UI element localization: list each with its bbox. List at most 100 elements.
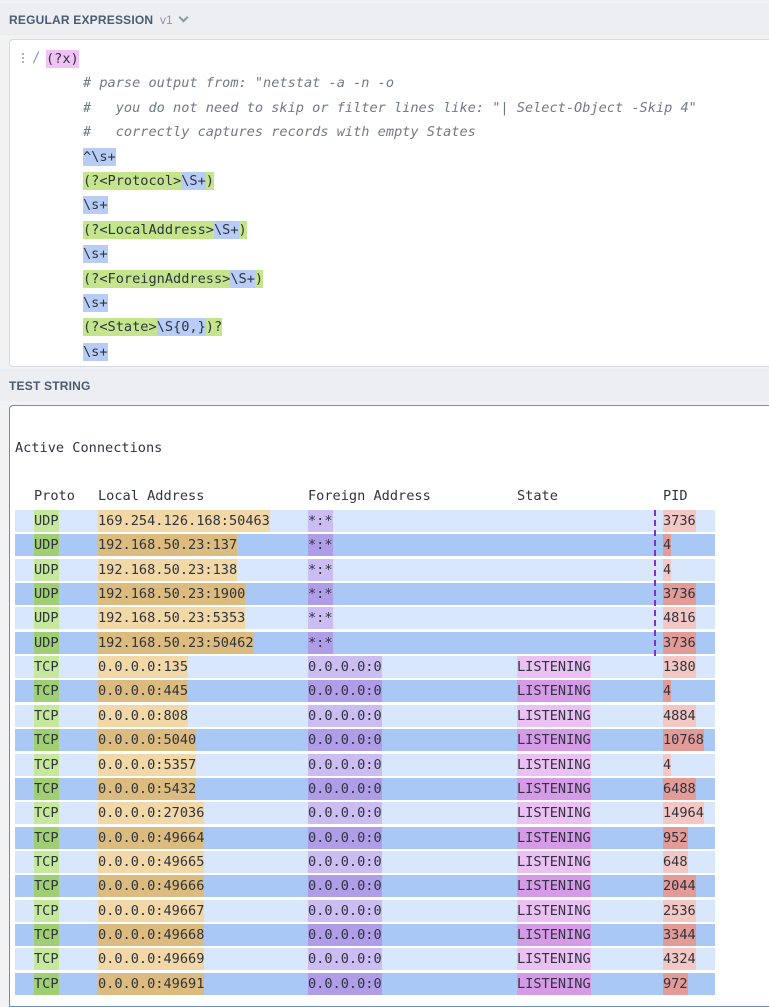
col-header-proto: Proto: [34, 488, 75, 504]
regex-token-esc: \s+: [83, 342, 108, 361]
match-row: TCP 0.0.0.0:49666 0.0.0.0:0 LISTENING 2044: [15, 875, 715, 898]
test-string-editor[interactable]: Active Connections Proto Local Address F…: [9, 405, 769, 1007]
regex-line: (?<ForeignAddress>\S+): [83, 269, 264, 289]
regex-token-esc: \S+: [230, 269, 255, 288]
cell-pid: 2044: [663, 875, 696, 898]
regex-token-cmt: # you do not need to skip or filter line…: [83, 99, 697, 116]
drag-handle-icon[interactable]: [22, 53, 25, 65]
cell-proto: TCP: [34, 826, 59, 849]
cell-foreign: 0.0.0.0:0: [308, 729, 382, 752]
match-row: UDP 192.168.50.23:50462 *:* 3736: [15, 631, 715, 654]
cell-foreign: *:*: [308, 510, 333, 532]
cell-proto: UDP: [34, 607, 59, 630]
cell-proto: UDP: [34, 510, 59, 532]
cell-local: 0.0.0.0:808: [98, 704, 189, 727]
cell-proto: TCP: [34, 850, 59, 873]
regex-token-esc: \s+: [83, 294, 108, 312]
cell-foreign: 0.0.0.0:0: [308, 802, 382, 825]
cell-pid: 952: [663, 826, 688, 849]
regex-token-grp: (?<Protocol>: [83, 172, 182, 190]
cell-foreign: *:*: [308, 558, 333, 581]
cell-state: LISTENING: [517, 704, 591, 727]
cell-local: 192.168.50.23:137: [98, 534, 238, 557]
cell-pid: 648: [663, 850, 688, 873]
cell-proto: TCP: [34, 704, 59, 727]
cell-local: 192.168.50.23:1900: [98, 583, 246, 606]
cell-foreign: 0.0.0.0:0: [308, 899, 382, 922]
cell-proto: TCP: [34, 972, 59, 995]
regex-token-esc: \S{0,}: [156, 318, 206, 337]
cell-pid: 4: [663, 534, 672, 557]
match-row: UDP 192.168.50.23:5353 *:* 4816: [15, 607, 715, 630]
cell-proto: TCP: [34, 875, 59, 898]
regex-line: \s+: [83, 293, 108, 313]
match-row: TCP 0.0.0.0:49667 0.0.0.0:0 LISTENING 2536: [15, 899, 715, 922]
regex-line: (?<Protocol>\S+): [83, 171, 214, 191]
cell-state: LISTENING: [517, 802, 591, 825]
regex-token-grp: (?<ForeignAddress>: [83, 269, 231, 288]
match-row: TCP 0.0.0.0:445 0.0.0.0:0 LISTENING 4: [15, 680, 715, 703]
cell-local: 0.0.0.0:135: [98, 656, 189, 679]
regex-token-grp: ): [238, 220, 247, 239]
col-header-state: State: [517, 488, 558, 504]
cell-pid: 3344: [663, 923, 696, 946]
regex-token-grp: ): [254, 269, 264, 288]
version-dropdown[interactable]: v1: [160, 13, 173, 27]
cell-local: 169.254.126.168:50463: [98, 510, 270, 532]
match-row: TCP 0.0.0.0:49691 0.0.0.0:0 LISTENING 972: [15, 972, 715, 995]
cell-foreign: 0.0.0.0:0: [308, 753, 382, 776]
regex-line: \s+: [83, 342, 108, 362]
regex-token-grp: (?<State>: [83, 318, 157, 337]
cell-foreign: *:*: [308, 607, 333, 630]
cell-local: 192.168.50.23:138: [98, 558, 238, 581]
cell-foreign: 0.0.0.0:0: [308, 704, 382, 727]
regex-line: # you do not need to skip or filter line…: [83, 98, 697, 118]
cell-proto: UDP: [34, 558, 59, 581]
cell-pid: 4: [663, 680, 672, 703]
cell-local: 192.168.50.23:50462: [98, 631, 254, 654]
cell-state: LISTENING: [517, 850, 591, 873]
cell-pid: 2536: [663, 899, 696, 922]
cell-pid: 4816: [663, 607, 696, 630]
regex-editor[interactable]: / (?x) # parse output from: "netstat -a -…: [9, 39, 769, 367]
cell-foreign: 0.0.0.0:0: [308, 826, 382, 849]
cell-foreign: *:*: [308, 583, 333, 606]
match-row: UDP 192.168.50.23:138 *:* 4: [15, 558, 715, 581]
regex-line: (?<LocalAddress>\S+): [83, 220, 247, 240]
cell-proto: UDP: [34, 631, 59, 654]
chevron-down-icon[interactable]: [178, 12, 189, 23]
cell-pid: 4: [663, 753, 672, 776]
regex-token-esc: \s+: [83, 245, 108, 264]
cell-proto: TCP: [34, 680, 59, 703]
regex-token-esc: ^\s+: [83, 147, 116, 166]
cell-local: 0.0.0.0:49664: [98, 826, 205, 849]
regex-line: \s+: [83, 195, 108, 215]
cell-proto: TCP: [34, 899, 59, 922]
cell-local: 0.0.0.0:49669: [98, 948, 205, 971]
match-row: TCP 0.0.0.0:808 0.0.0.0:0 LISTENING 4884: [15, 704, 715, 727]
cell-state: LISTENING: [517, 948, 591, 971]
cell-state: LISTENING: [517, 656, 591, 679]
cell-local: 192.168.50.23:5353: [98, 607, 246, 630]
cell-local: 0.0.0.0:49665: [98, 850, 205, 873]
regex-delimiter: /: [32, 50, 41, 66]
cell-pid: 3736: [663, 631, 696, 654]
regex-token-cmt: # correctly captures records with empty …: [83, 124, 476, 141]
match-row: TCP 0.0.0.0:49665 0.0.0.0:0 LISTENING 648: [15, 850, 715, 873]
col-header-pid: PID: [663, 488, 688, 504]
cell-local: 0.0.0.0:49667: [98, 899, 205, 922]
regex-token-grp: (?<LocalAddress>: [83, 220, 214, 239]
cell-pid: 4: [663, 558, 672, 581]
regex-line: (?<State>\S{0,})?: [83, 317, 223, 337]
cell-local: 0.0.0.0:445: [98, 680, 189, 703]
match-boundary-marker: [654, 510, 656, 657]
cell-state: LISTENING: [517, 899, 591, 922]
cell-proto: UDP: [34, 534, 59, 557]
cell-local: 0.0.0.0:5040: [98, 729, 197, 752]
cell-state: LISTENING: [517, 923, 591, 946]
match-row: UDP 192.168.50.23:137 *:* 4: [15, 534, 715, 557]
cell-local: 0.0.0.0:49666: [98, 875, 205, 898]
cell-proto: TCP: [34, 656, 59, 679]
cell-pid: 14964: [663, 802, 704, 825]
regex-token-esc: \S+: [181, 172, 206, 190]
